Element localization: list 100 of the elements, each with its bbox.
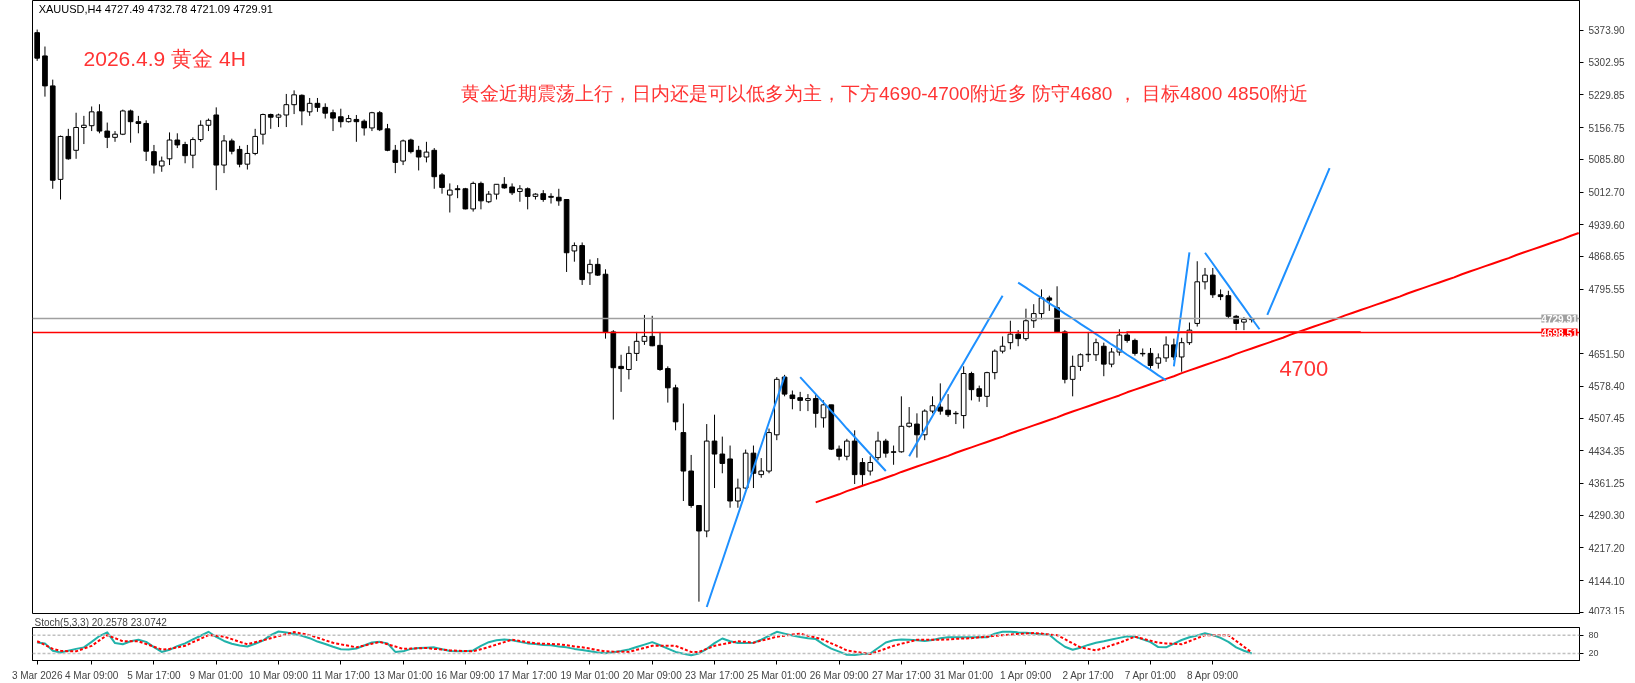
candlestick [1116,328,1123,357]
candlestick [1093,338,1099,362]
x-tick-label: 17 Mar 17:00 [498,669,558,681]
candlestick [945,393,951,418]
candlestick [330,109,336,132]
candlestick [626,345,632,380]
candlestick [400,139,406,166]
line-series [1017,281,1168,382]
candlestick [1163,335,1169,363]
y-tick-label: 4578.40 [1588,381,1626,393]
candlestick [991,348,998,380]
y-tick-label: 5302.95 [1588,57,1626,69]
y-tick-label: 4290.30 [1588,510,1626,522]
y-tick-label: 4939.60 [1588,219,1626,231]
candlestick [260,113,266,145]
x-tick-label: 31 Mar 01:00 [934,669,994,681]
candlestick [1007,320,1014,350]
annotation: 4700 [1279,356,1329,382]
x-tick-label: 19 Mar 01:00 [560,669,620,681]
candlestick [812,393,819,429]
line-series [1204,251,1261,331]
ref-line-label: 4729.91 [1541,313,1578,325]
line-series [1266,167,1331,316]
x-tick-label: 13 Mar 01:00 [373,669,433,681]
candlestick [1108,347,1115,368]
candlestick [797,391,803,412]
candlestick [104,122,111,149]
candlestick [711,414,718,489]
line-series [908,294,1004,458]
candlestick [789,390,796,410]
y-tick-label: 5229.85 [1588,89,1626,101]
candlestick [151,144,157,175]
x-tick-label: 26 Mar 09:00 [809,669,869,681]
y-tick-label: 4073.15 [1588,605,1626,617]
y-tick-label: 4651.50 [1588,348,1626,360]
candlestick [1069,355,1076,397]
y-tick-label: 4507.45 [1588,413,1626,425]
candlestick [984,371,990,408]
candlestick [882,438,889,459]
candlestick [641,314,648,346]
candlestick [291,89,297,115]
candlestick [890,445,897,466]
candlestick [758,457,765,479]
x-tick-label: 5 Mar 17:00 [127,669,182,681]
chart-title: XAUUSD,H4 4727.49 4732.78 4721.09 4729.91 [38,2,273,15]
x-tick-label: 1 Apr 09:00 [1000,669,1052,681]
x-tick-label: 11 Mar 17:00 [311,669,371,681]
candlestick [197,119,204,143]
x-tick-label: 25 Mar 01:00 [747,669,807,681]
candlestick [190,136,196,169]
x-tick-label: 9 Mar 01:00 [189,669,244,681]
chart-title: Stoch(5,3,3) 20.2578 23.0742 [34,616,168,628]
candlestick [127,109,134,144]
candlestick [914,412,920,459]
candlestick [1202,267,1208,290]
x-tick-label: 4 Mar 09:00 [64,669,119,681]
candlestick [906,406,912,429]
candlestick [73,112,79,160]
x-tick-label: 23 Mar 17:00 [685,669,745,681]
candlestick [384,123,391,152]
y-tick-label: 5156.75 [1588,122,1626,134]
y-tick-label: 5373.90 [1588,25,1626,37]
candlestick [937,382,944,416]
candlestick [376,110,383,132]
y-tick-label: 4795.55 [1588,284,1626,296]
x-tick-label: 10 Mar 09:00 [249,669,309,681]
y-tick-label: 4217.20 [1588,542,1626,554]
candlestick [867,455,874,477]
candlestick [392,144,399,174]
candlestick [439,172,445,195]
line-series [705,375,786,609]
y-tick-label: 80 [1588,630,1599,641]
candlestick [875,431,881,461]
candlestick [548,192,554,205]
x-tick-label: 3 Mar 2026 [11,669,63,681]
candlestick [735,478,741,509]
candlestick [618,354,624,393]
candlestick [1241,316,1247,331]
candlestick [844,438,850,461]
x-tick-label: 20 Mar 09:00 [622,669,683,681]
x-tick-label: 7 Apr 01:00 [1124,669,1177,681]
candlestick [1178,337,1185,373]
candlestick [1023,308,1029,342]
annotation: 黄金近期震荡上行，日内还是可以低多为主，下方4690-4700附近多 防守4680 ， 目标4800 4850附近 [461,83,1308,105]
x-tick-label: 2 Apr 17:00 [1062,669,1114,681]
candlestick [1030,303,1037,329]
candlestick [649,315,656,347]
candlestick [299,93,305,126]
y-tick-label: 5085.80 [1588,154,1626,166]
candlestick [337,108,344,128]
candlestick [664,365,671,404]
y-tick-label: 4434.35 [1588,445,1626,457]
candlestick [587,258,593,286]
y-tick-label: 4144.10 [1588,575,1626,587]
candlestick [805,393,811,412]
annotation: 2026.4.9 黄金 4H [83,47,246,71]
y-tick-label: 4361.25 [1588,478,1626,490]
candlestick [719,436,726,474]
candlestick [478,181,484,210]
x-tick-label: 16 Mar 09:00 [435,669,496,681]
